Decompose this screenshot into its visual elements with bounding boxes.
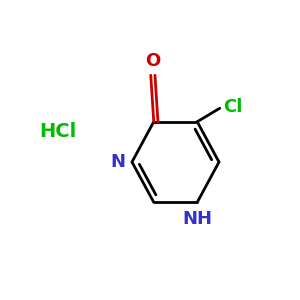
Text: O: O: [145, 52, 160, 70]
Text: HCl: HCl: [39, 122, 76, 142]
Text: Cl: Cl: [223, 98, 242, 116]
Text: NH: NH: [182, 210, 212, 228]
Text: N: N: [110, 153, 125, 171]
